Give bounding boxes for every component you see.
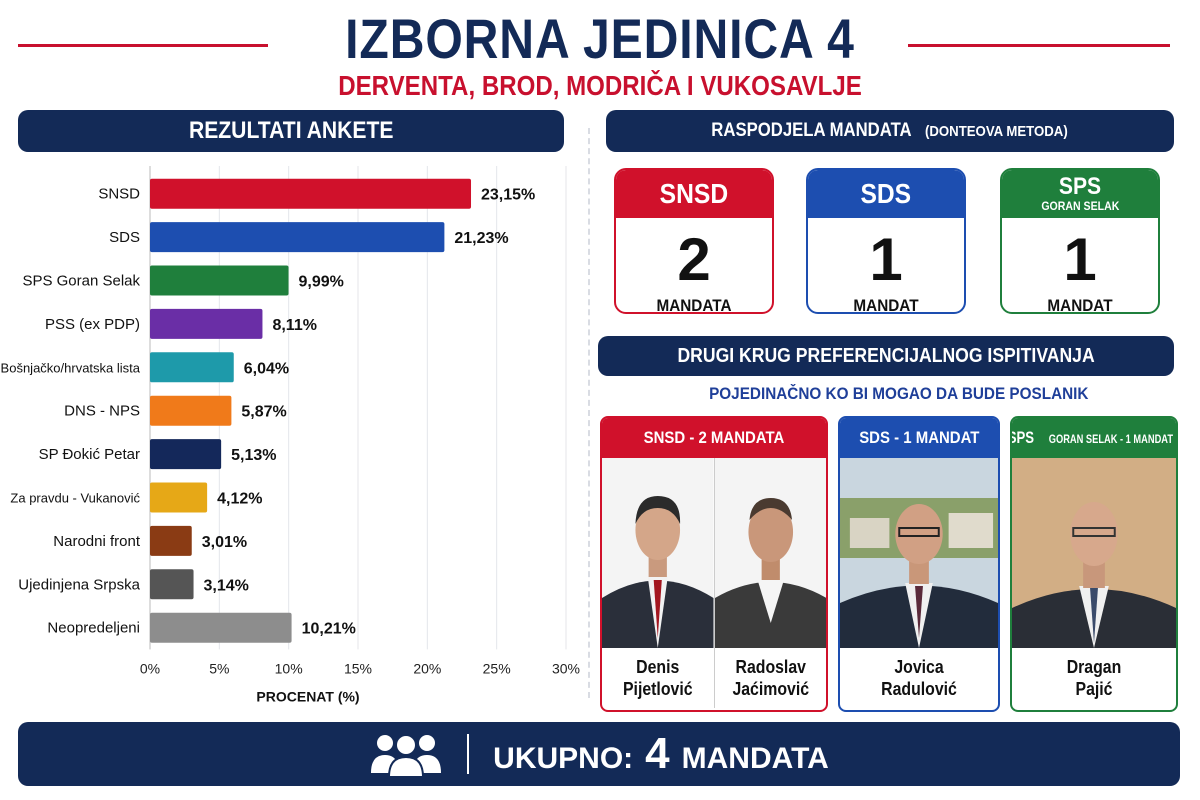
survey-bar-chart: 0% 5% 10% 15% 20% 25% 30% SNSD 23,15% SDS 21,23% SP… bbox=[1, 166, 580, 704]
x-tick-label: 15% bbox=[344, 660, 372, 676]
category-label: Bošnjačko/hrvatska lista bbox=[1, 360, 141, 375]
data-label: 3,01% bbox=[202, 534, 247, 551]
category-label: Neopredeljeni bbox=[47, 620, 140, 637]
group-people-icon bbox=[371, 734, 442, 777]
runoff-banner-label: DRUGI KRUG PREFERENCIJALNOG ISPITIVANJA bbox=[677, 344, 1095, 367]
mandate-label: MANDAT bbox=[1047, 296, 1113, 314]
candidate-group-header: SPS GORAN SELAK - 1 MANDAT bbox=[1012, 418, 1176, 458]
candidate-group-sps: SPS GORAN SELAK - 1 MANDAT Dragan Pajić bbox=[1010, 416, 1178, 712]
mandate-card-header: SNSD bbox=[616, 170, 772, 218]
category-label: Za pravdu - Vukanović bbox=[10, 491, 140, 506]
mandate-count: 1 bbox=[869, 226, 903, 293]
mandate-party-name: SNSD bbox=[659, 178, 729, 209]
mandate-label: MANDAT bbox=[853, 296, 919, 314]
data-label: 4,12% bbox=[217, 491, 262, 508]
mandate-card-sds: SDS 1 MANDAT bbox=[806, 168, 966, 314]
bar bbox=[150, 569, 194, 600]
category-label: Ujedinjena Srpska bbox=[18, 576, 140, 593]
x-tick-label: 10% bbox=[275, 660, 303, 676]
candidate-photo bbox=[840, 458, 998, 648]
bar bbox=[150, 265, 289, 296]
data-label: 6,04% bbox=[244, 360, 289, 377]
data-label: 9,99% bbox=[299, 274, 344, 291]
candidate-photo bbox=[713, 458, 826, 648]
total-footer: UKUPNO: 4 MANDATA bbox=[18, 722, 1180, 786]
mandate-party-name: SDS bbox=[860, 178, 912, 209]
data-label: 23,15% bbox=[481, 187, 535, 204]
candidate-group-header: SDS - 1 MANDAT bbox=[840, 418, 998, 458]
header: IZBORNA JEDINICA 4 DERVENTA, BROD, MODRI… bbox=[0, 0, 1200, 108]
candidate-name: Dragan Pajić bbox=[1066, 657, 1122, 699]
mandate-card-header: SDS bbox=[808, 170, 964, 218]
bar bbox=[150, 439, 222, 470]
footer-separator bbox=[467, 734, 470, 774]
mandate-party-name: SPS bbox=[1058, 173, 1102, 200]
mandate-label: MANDATA bbox=[656, 296, 732, 314]
x-axis-label: PROCENAT (%) bbox=[256, 688, 359, 704]
category-label: DNS - NPS bbox=[64, 403, 140, 420]
page-title: IZBORNA JEDINICA 4 bbox=[345, 7, 855, 70]
bar bbox=[150, 222, 445, 253]
runoff-banner: DRUGI KRUG PREFERENCIJALNOG ISPITIVANJA bbox=[598, 336, 1174, 376]
bar bbox=[150, 352, 234, 383]
section-divider bbox=[588, 128, 590, 698]
mandate-card-header: SPS GORAN SELAK bbox=[1002, 170, 1158, 218]
total-label: UKUPNO: bbox=[493, 742, 634, 775]
total-number: 4 bbox=[645, 729, 670, 778]
mandate-party-subname: GORAN SELAK bbox=[1040, 199, 1120, 213]
runoff-caption: POJEDINAČNO KO BI MOGAO DA BUDE POSLANIK bbox=[709, 384, 1089, 403]
header-rule-left bbox=[18, 44, 268, 47]
x-tick-label: 25% bbox=[483, 660, 511, 676]
category-label: Narodni front bbox=[53, 533, 141, 550]
page-subtitle: DERVENTA, BROD, MODRIČA I VUKOSAVLJE bbox=[338, 70, 862, 101]
x-tick-label: 5% bbox=[209, 660, 229, 676]
mandate-count: 1 bbox=[1063, 226, 1097, 293]
survey-banner-label: REZULTATI ANKETE bbox=[188, 117, 394, 144]
bar bbox=[150, 612, 292, 643]
candidate-group-sds: SDS - 1 MANDAT Jovica Radulović bbox=[838, 416, 1000, 712]
mandate-count: 2 bbox=[677, 226, 711, 293]
candidate-name: Jovica Radulović bbox=[881, 657, 957, 699]
candidate-group-snsd: SNSD - 2 MANDATA bbox=[600, 416, 828, 712]
header-rule-right bbox=[908, 44, 1170, 47]
data-label: 3,14% bbox=[204, 577, 249, 594]
category-label: PSS (ex PDP) bbox=[45, 316, 140, 333]
bar bbox=[150, 525, 192, 556]
mandate-card-sps: SPS GORAN SELAK 1 MANDAT bbox=[1000, 168, 1160, 314]
candidate-name: Denis Pijetlović bbox=[622, 657, 693, 699]
bar bbox=[150, 482, 208, 513]
category-label: SNSD bbox=[98, 186, 140, 203]
bar bbox=[150, 395, 232, 426]
category-label: SDS bbox=[109, 229, 140, 246]
bar bbox=[150, 308, 263, 339]
data-label: 5,13% bbox=[231, 447, 276, 464]
data-label: 8,11% bbox=[272, 317, 316, 334]
mandate-card-snsd: SNSD 2 MANDATA bbox=[614, 168, 774, 314]
survey-banner: REZULTATI ANKETE bbox=[18, 110, 564, 152]
candidate-name: Radoslav Jaćimović bbox=[713, 648, 827, 708]
candidate-group-header: SNSD - 2 MANDATA bbox=[602, 418, 826, 458]
category-label: SPS Goran Selak bbox=[22, 273, 140, 290]
mandates-banner: RASPODJELA MANDATA (DONTEOVA METODA) bbox=[606, 110, 1174, 152]
x-tick-label: 20% bbox=[413, 660, 441, 676]
data-label: 5,87% bbox=[241, 404, 286, 421]
total-unit: MANDATA bbox=[681, 742, 829, 775]
x-tick-label: 30% bbox=[552, 660, 580, 676]
bar bbox=[150, 178, 472, 209]
candidate-photo bbox=[1012, 458, 1176, 648]
data-label: 21,23% bbox=[454, 230, 508, 247]
x-tick-label: 0% bbox=[140, 660, 160, 676]
candidate-photo bbox=[602, 458, 714, 648]
mandates-banner-title: RASPODJELA MANDATA bbox=[711, 120, 912, 141]
mandates-banner-method: (DONTEOVA METODA) bbox=[925, 123, 1069, 140]
data-label: 10,21% bbox=[302, 621, 356, 638]
category-label: SP Đokić Petar bbox=[39, 446, 140, 463]
